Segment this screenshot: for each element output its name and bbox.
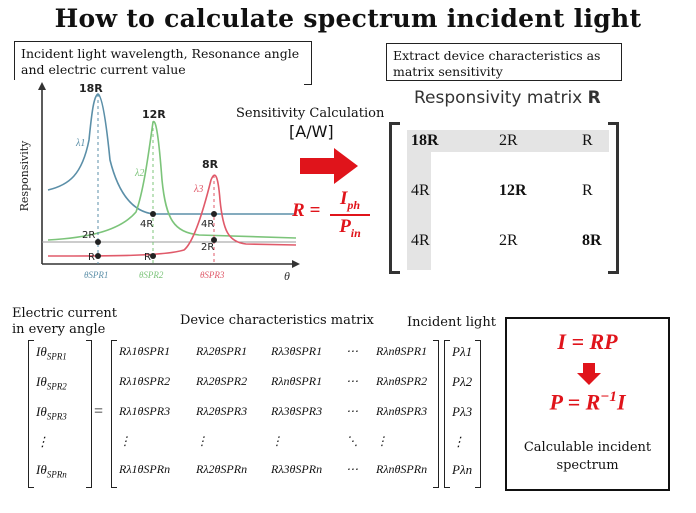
incident-cell: Pλ3 (452, 404, 473, 419)
level-label-4: 2R (201, 242, 214, 253)
result-caption: Calculable incident spectrum (523, 440, 652, 473)
device-matrix-cell: ⋯ (346, 344, 358, 358)
device-info-text: Extract device characteristics as matrix… (393, 48, 601, 79)
incident-cell: ⋮ (452, 434, 465, 449)
device-matrix-cell: RλnθSPR1 (271, 374, 323, 388)
angle-label-3: θSPR3 (200, 270, 225, 280)
ratio-fraction: Iph Pin (330, 188, 370, 241)
device-matrix-cell: RλnθSPR3 (376, 404, 428, 418)
resp-matrix-cell: 18R (411, 132, 439, 149)
device-matrix-cell: ⋯ (346, 462, 358, 476)
current-equation: IθSPR1 IθSPR2 IθSPR3 ⋮ IθSPRn = Rλ1θSPR1 Rλ2θ… (28, 340, 498, 490)
angle-label-2: θSPR2 (139, 270, 164, 280)
device-matrix-cell: ⋮ (119, 434, 131, 448)
lambda3-curve (47, 174, 297, 257)
current-cell: IθSPRn (36, 462, 67, 480)
result-eq2: P = R−1I (549, 389, 626, 415)
device-matrix-cell: Rλ2θSPR3 (196, 404, 248, 418)
incident-cell: Pλn (452, 462, 473, 477)
incident-info-text: Incident light wavelength, Resonance ang… (21, 46, 300, 77)
device-matrix-cell: ⋯ (346, 404, 358, 418)
device-matrix-cell: ⋯ (346, 374, 358, 388)
current-cell: IθSPR2 (36, 374, 67, 392)
device-matrix-cell: Rλ1θSPR2 (119, 374, 171, 388)
level-label-1: 2R (82, 230, 95, 241)
device-info-box: Extract device characteristics as matrix… (386, 43, 622, 81)
right-arrow-icon (300, 148, 358, 184)
device-matrix-cell: Rλ3θSPRn (271, 462, 323, 476)
device-matrix-cell: Rλ2θSPR2 (196, 374, 248, 388)
resp-matrix-cell: 4R (411, 232, 430, 249)
incident-cell: Pλ1 (452, 344, 473, 359)
current-cell: IθSPR3 (36, 404, 67, 422)
device-matrix-cell: Rλ1θSPR3 (119, 404, 171, 418)
x-axis-label: θ (284, 269, 290, 283)
peak-label-2: 12R (142, 108, 166, 121)
incident-info-box: Incident light wavelength, Resonance ang… (14, 41, 312, 85)
current-cell: IθSPR1 (36, 344, 67, 362)
ratio-lhs: R = (292, 200, 321, 221)
device-label: Device characteristics matrix (180, 313, 374, 328)
resp-matrix-cell: R (582, 182, 593, 199)
incident-label: Incident light (407, 315, 496, 330)
down-arrow-icon (577, 363, 601, 385)
peak-label-3: 8R (202, 158, 219, 171)
current-cell: ⋮ (36, 434, 49, 449)
device-matrix-cell: Rλ2θSPRn (196, 462, 248, 476)
result-eq1: I = RP (557, 329, 618, 354)
device-matrix-cell: ⋮ (196, 434, 208, 448)
resp-matrix-cell: R (582, 132, 593, 149)
device-matrix-cell: RλnθSPR2 (376, 374, 428, 388)
result-box: I = RP P = R−1I Calculable incident spec… (505, 317, 670, 491)
peak-label-1: 18R (79, 82, 103, 95)
lambda1-label: λ1 (75, 138, 85, 149)
lambda2-label: λ2 (134, 168, 144, 179)
level-label-6: R (144, 252, 151, 263)
resp-matrix-cell: 2R (499, 232, 518, 249)
responsivity-plot: Responsivity θ 18R 12R 8R 2R 4R 4R 2R R … (14, 80, 304, 290)
device-matrix-cell: ⋱ (346, 434, 358, 448)
device-matrix-cell: RλnθSPRn (376, 462, 428, 476)
resp-matrix-title: Responsivity matrix R (414, 88, 601, 108)
device-matrix-cell: ⋮ (271, 434, 283, 448)
device-matrix-cell: Rλ3θSPR3 (271, 404, 323, 418)
level-label-2: 4R (140, 219, 153, 230)
angle-label-1: θSPR1 (84, 270, 108, 280)
resp-matrix: 18R 2R R 4R 12R R 4R 2R 8R (389, 122, 619, 274)
incident-cell: Pλ2 (452, 374, 473, 389)
lambda3-label: λ3 (193, 184, 203, 195)
resp-matrix-cell: 4R (411, 182, 430, 199)
level-label-3: 4R (201, 219, 214, 230)
resp-matrix-cell: 12R (499, 182, 527, 199)
current-label: Electric current in every angle (12, 306, 118, 337)
device-matrix-cell: ⋮ (376, 434, 388, 448)
level-label-5: R (88, 252, 95, 263)
page-title: How to calculate spectrum incident light (54, 4, 642, 33)
device-matrix-cell: RλnθSPR1 (376, 344, 428, 358)
device-matrix-cell: Rλ2θSPR1 (196, 344, 248, 358)
y-axis-label: Responsivity (18, 140, 31, 212)
unit-label: [A/W] (289, 122, 334, 141)
sensitivity-label: Sensitivity Calculation (236, 106, 385, 121)
resp-matrix-cell: 2R (499, 132, 518, 149)
device-matrix-cell: Rλ3θSPR1 (271, 344, 323, 358)
device-matrix-cell: Rλ1θSPR1 (119, 344, 171, 358)
equals-sign: = (94, 403, 104, 420)
resp-matrix-cell: 8R (582, 232, 602, 249)
device-matrix-cell: Rλ1θSPRn (119, 462, 171, 476)
